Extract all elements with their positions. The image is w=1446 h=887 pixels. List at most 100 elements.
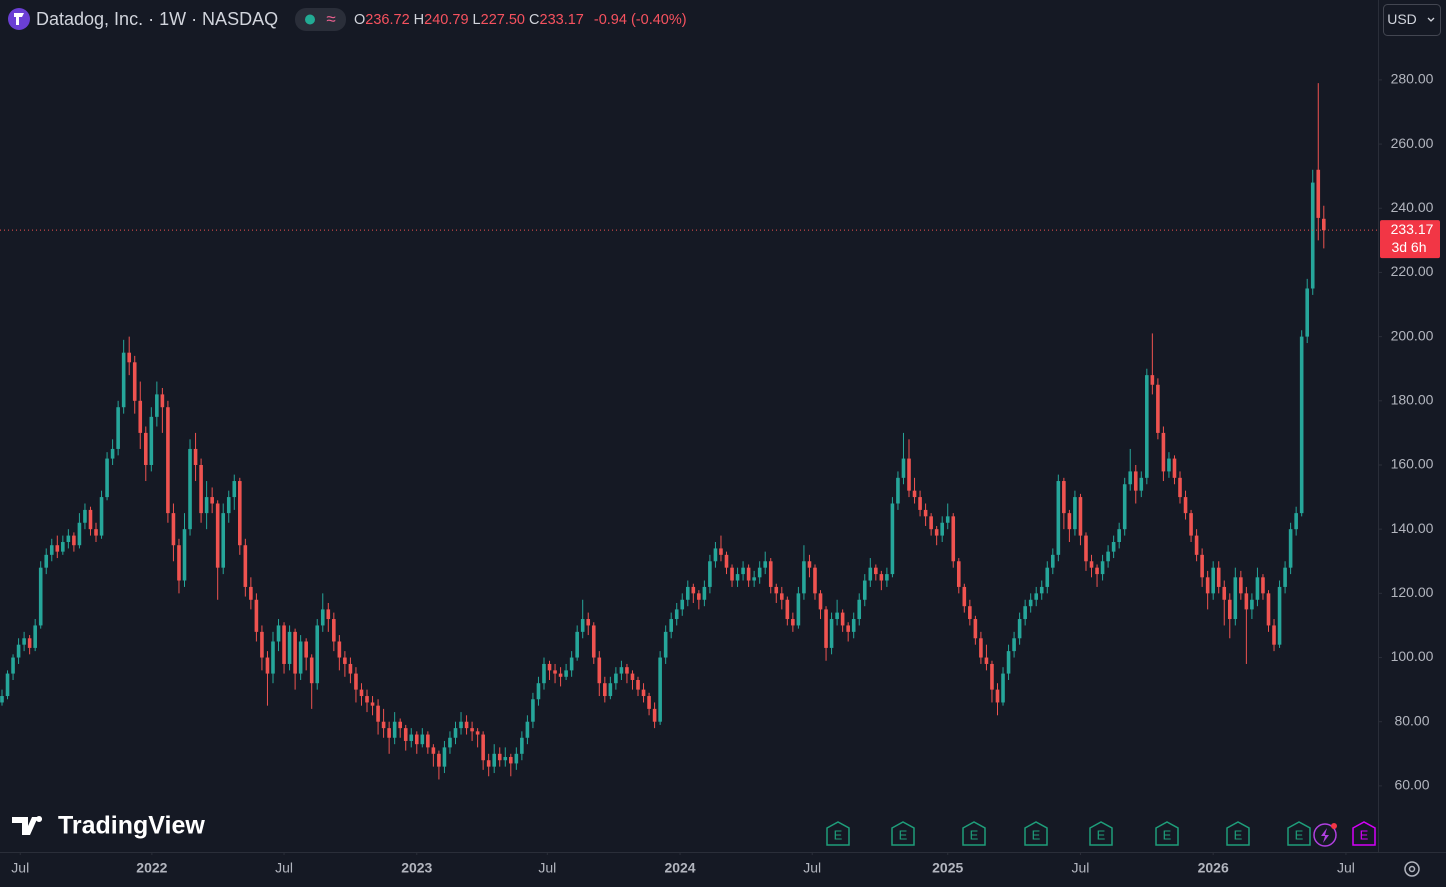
candle-body: [271, 641, 275, 674]
y-tick-label: 120.00: [1391, 584, 1434, 600]
legend-value: 236.72: [365, 12, 409, 28]
candle-body: [38, 567, 43, 626]
candle-body: [752, 577, 756, 581]
candle-body: [1167, 458, 1171, 472]
earnings-marker[interactable]: E: [962, 821, 986, 846]
candle-body: [558, 673, 563, 677]
earnings-badge: [1226, 821, 1250, 846]
earnings-label: E: [1032, 827, 1041, 842]
candle-body: [426, 734, 430, 748]
indicator-icon: ≈: [326, 9, 335, 28]
candle-body: [1078, 497, 1083, 536]
y-tick-label: 200.00: [1391, 327, 1434, 343]
legend-value: 227.50: [481, 12, 525, 28]
candle-body: [674, 609, 679, 620]
earnings-marker[interactable]: E: [826, 821, 850, 846]
candle-body: [11, 657, 15, 674]
earnings-marker[interactable]: E: [1024, 821, 1048, 846]
candle-body: [254, 599, 259, 632]
candle-body: [940, 522, 944, 536]
candle-body: [61, 542, 65, 552]
earnings-marker[interactable]: E: [1226, 821, 1250, 846]
y-tick-label: 180.00: [1391, 392, 1434, 408]
earnings-marker[interactable]: E: [1287, 821, 1311, 846]
candle-body: [1211, 567, 1215, 594]
candle-body: [1145, 375, 1149, 478]
candle-body: [531, 699, 535, 722]
candle-body: [608, 683, 613, 697]
candle-body: [857, 599, 862, 620]
candle-body: [66, 535, 71, 543]
earnings-marker[interactable]: E: [891, 821, 915, 846]
candle-body: [1106, 551, 1110, 562]
currency-button[interactable]: [1383, 4, 1441, 36]
candle-body: [785, 599, 790, 620]
candle-body: [1322, 218, 1326, 231]
candle-body: [77, 522, 82, 546]
candle-body: [155, 394, 159, 417]
candle-body: [459, 721, 463, 729]
candle-body: [630, 673, 635, 680]
dividend-icon: [1321, 828, 1329, 843]
candle-body: [802, 561, 806, 594]
earnings-badge: [1287, 821, 1311, 846]
earnings-badge: [1352, 821, 1376, 846]
candle-body: [979, 638, 983, 658]
candle-body: [204, 497, 209, 514]
candle-body: [1200, 554, 1204, 578]
candle-body: [1122, 484, 1127, 530]
candle-body: [874, 567, 878, 575]
candle-body: [276, 625, 281, 642]
notification-dot: [1331, 823, 1337, 829]
candle-body: [951, 516, 956, 562]
candle-body: [569, 657, 574, 671]
candle-body: [625, 667, 629, 674]
candle-body: [1272, 625, 1276, 645]
candle-body: [1006, 651, 1011, 674]
candle-body: [973, 619, 978, 639]
candle-body: [453, 728, 458, 738]
earnings-label: E: [899, 827, 908, 842]
earnings-marker[interactable]: E: [1089, 821, 1113, 846]
candle-body: [807, 561, 812, 568]
candle-body: [166, 407, 170, 514]
x-tick-label: 2024: [664, 860, 695, 876]
candle-body: [99, 497, 104, 536]
candle-body: [1017, 619, 1022, 639]
candle-body: [835, 612, 839, 620]
y-tick-label: 80.00: [1394, 712, 1429, 728]
legend-label: L: [473, 12, 481, 28]
candle-body: [746, 567, 751, 581]
candle-body: [1250, 599, 1254, 610]
status-pill[interactable]: [295, 8, 346, 31]
x-tick-label: 2026: [1198, 860, 1229, 876]
candle-body: [486, 760, 491, 767]
candle-body: [16, 644, 21, 658]
candle-body: [918, 497, 922, 510]
earnings-marker[interactable]: E: [1155, 821, 1179, 846]
earnings-marker[interactable]: E: [1352, 821, 1376, 846]
candle-body: [879, 574, 884, 581]
candle-body: [1178, 477, 1182, 498]
settings-button[interactable]: [1404, 861, 1420, 877]
y-tick-label: 220.00: [1391, 263, 1434, 279]
candle-body: [193, 448, 198, 465]
candle-body: [1067, 513, 1072, 530]
candle-body: [1023, 606, 1027, 620]
candle-body: [603, 683, 607, 697]
candle-body: [320, 609, 325, 626]
symbol-title[interactable]: Datadog, Inc. · 1W · NASDAQ: [36, 9, 278, 29]
candle-body: [171, 513, 176, 546]
earnings-badge: [826, 821, 850, 846]
candle-body: [5, 673, 10, 697]
candle-body: [409, 734, 414, 741]
candle-body: [1051, 554, 1055, 568]
y-tick-label: 60.00: [1394, 777, 1429, 793]
plot: 60.00 80.00 100.00 120.00 140.00 160.00 180.00…: [0, 71, 1440, 876]
candle-body: [22, 638, 26, 645]
candle-body: [348, 663, 353, 674]
candle-body: [315, 625, 320, 684]
candle-body: [381, 721, 386, 729]
x-tick-label: 2022: [136, 860, 167, 876]
